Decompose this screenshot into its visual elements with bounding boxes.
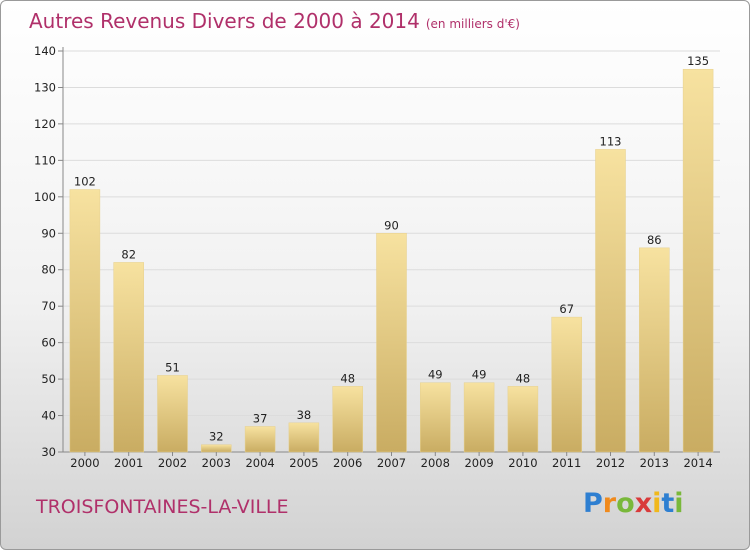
x-tick-label: 2006	[333, 456, 362, 470]
logo-letter: x	[634, 488, 653, 519]
bar	[639, 247, 670, 453]
y-tick-label: 100	[34, 190, 56, 204]
data-label: 37	[253, 411, 268, 425]
bar	[288, 422, 320, 453]
chart-title-text: Autres Revenus Divers de 2000 à 2014	[29, 9, 420, 33]
data-label: 32	[209, 430, 224, 444]
data-label: 90	[384, 218, 399, 232]
data-label: 38	[297, 408, 312, 422]
y-tick-label: 40	[41, 409, 56, 423]
proxiti-logo: Proxiti	[583, 488, 684, 519]
x-tick-label: 2004	[245, 456, 274, 470]
data-label: 113	[600, 134, 622, 148]
bar	[682, 68, 714, 453]
x-tick-label: 2001	[114, 456, 143, 470]
bar	[507, 386, 539, 453]
x-tick-label: 2014	[683, 456, 712, 470]
data-label: 51	[165, 360, 180, 374]
data-label: 48	[516, 371, 531, 385]
chart-title: Autres Revenus Divers de 2000 à 2014 (en …	[29, 9, 520, 33]
x-tick-label: 2011	[552, 456, 581, 470]
data-label: 86	[647, 233, 662, 247]
data-label: 135	[687, 54, 709, 68]
x-tick-label: 2007	[377, 456, 406, 470]
x-tick-label: 2000	[70, 456, 99, 470]
x-tick-label: 2013	[640, 456, 669, 470]
chart-subtitle: (en milliers d'€)	[425, 17, 520, 31]
y-tick-label: 120	[34, 117, 56, 131]
logo-letter: t	[661, 488, 675, 519]
logo-letter: P	[583, 488, 603, 519]
bar	[244, 426, 276, 453]
place-name: TROISFONTAINES-LA-VILLE	[36, 496, 289, 518]
bar	[595, 149, 626, 453]
y-tick-label: 110	[34, 153, 56, 167]
x-tick-label: 2008	[421, 456, 450, 470]
data-label: 102	[74, 175, 96, 189]
bar	[420, 382, 451, 453]
logo-letter: i	[652, 488, 662, 519]
bar	[201, 444, 232, 453]
y-tick-label: 60	[41, 336, 56, 350]
bar	[463, 382, 495, 453]
data-label: 48	[340, 371, 355, 385]
y-tick-label: 140	[34, 44, 56, 58]
bar	[113, 262, 144, 453]
y-tick-label: 30	[41, 445, 56, 459]
y-tick-label: 70	[41, 299, 56, 313]
data-label: 49	[428, 368, 443, 382]
y-tick-label: 80	[41, 263, 56, 277]
x-tick-label: 2003	[202, 456, 231, 470]
x-tick-label: 2010	[508, 456, 537, 470]
data-label: 82	[121, 247, 136, 261]
data-label: 67	[559, 302, 574, 316]
bar	[551, 316, 582, 453]
logo-letter: i	[674, 488, 684, 519]
y-tick-label: 50	[41, 372, 56, 386]
bar	[376, 233, 407, 453]
x-tick-label: 2005	[289, 456, 318, 470]
logo-letter: r	[602, 488, 617, 519]
x-tick-label: 2009	[464, 456, 493, 470]
x-tick-label: 2002	[158, 456, 187, 470]
y-tick-label: 90	[41, 226, 56, 240]
bar	[69, 189, 101, 453]
logo-letter: o	[616, 488, 635, 519]
bar	[157, 375, 188, 453]
y-tick-label: 130	[34, 80, 56, 94]
x-tick-label: 2012	[596, 456, 625, 470]
data-label: 49	[472, 368, 487, 382]
bar	[332, 386, 363, 453]
